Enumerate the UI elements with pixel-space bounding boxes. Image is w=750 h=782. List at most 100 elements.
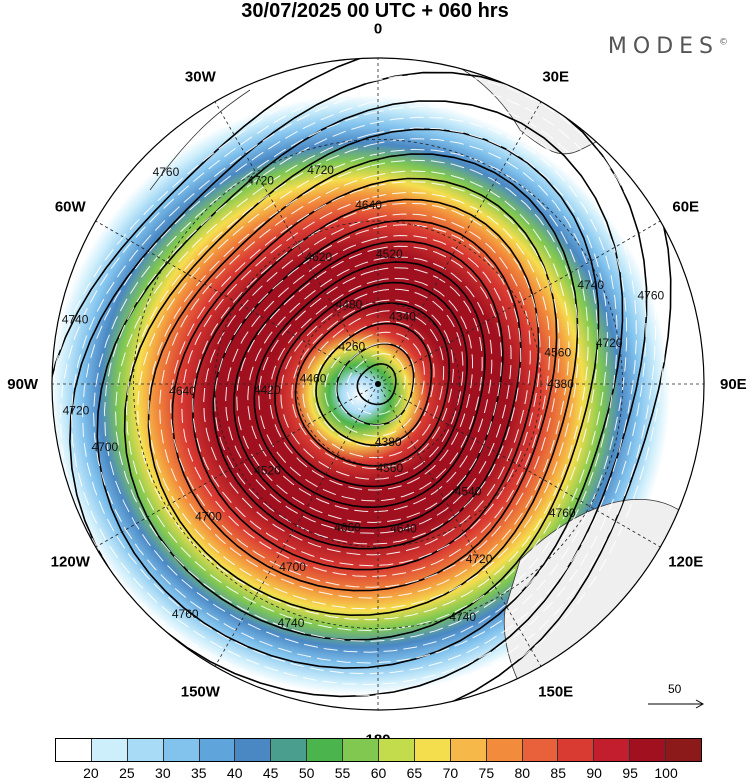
contour-label: 4620 — [305, 250, 332, 264]
streamline — [59, 73, 657, 696]
longitude-label: 120W — [51, 554, 91, 571]
brand-name: MODES — [607, 34, 719, 59]
contour-line — [147, 153, 579, 617]
map-boundary — [51, 57, 705, 711]
contour-label: 4720 — [63, 403, 90, 417]
contour-label: 4480 — [336, 297, 363, 311]
streamline — [192, 202, 541, 567]
contour-label: 4740 — [62, 313, 89, 327]
colorbar — [55, 738, 702, 762]
colorbar-tick-label: 25 — [119, 765, 135, 781]
colorbar-tick-label: 70 — [442, 765, 459, 781]
contour-label: 4640 — [355, 198, 382, 212]
colorbar-swatch — [163, 739, 200, 761]
colorbar-tick-label: 55 — [334, 765, 351, 781]
latitude-circle — [214, 220, 542, 548]
contour-label: 4460 — [300, 371, 327, 385]
colorbar-swatch — [594, 739, 631, 761]
streamline — [236, 245, 502, 524]
copyright-mark: © — [719, 37, 728, 48]
colorbar-tick-label: 75 — [478, 765, 495, 781]
contour-label: 4740 — [577, 278, 604, 292]
latitude-circle — [296, 302, 460, 466]
contour-label: 4260 — [338, 340, 365, 354]
colorbar-tick-label: 60 — [370, 765, 387, 781]
colorbar-swatch — [343, 739, 380, 761]
streamline — [70, 84, 647, 686]
wind-streamlines — [52, 62, 666, 707]
streamline — [92, 105, 628, 664]
latitude-circle — [133, 139, 623, 629]
longitude-label: 30W — [185, 68, 217, 85]
colorbar-tick-label: 40 — [226, 765, 243, 781]
contour-label: 4720 — [596, 336, 623, 350]
colorbar-swatch — [666, 739, 702, 761]
colorbar-swatch — [522, 739, 559, 761]
contour-label: 4720 — [466, 552, 493, 566]
streamline — [52, 62, 666, 707]
longitude-label: 90W — [7, 376, 39, 393]
colorbar-swatch — [235, 739, 272, 761]
colorbar-tick-label: 80 — [514, 765, 531, 781]
contour-label: 4520 — [254, 463, 281, 477]
colorbar-swatch — [56, 739, 92, 761]
streamline — [280, 288, 464, 480]
longitude-labels: 030E60E90E120E150E180150W120W90W60W30W — [7, 21, 746, 749]
streamline — [214, 224, 522, 545]
colorbar-swatch — [91, 739, 128, 761]
reference-vector: 50 — [646, 682, 706, 712]
contour-label: 4660 — [334, 520, 361, 534]
contour-label: 4560 — [544, 345, 571, 359]
colorbar-tick-label: 90 — [586, 765, 602, 781]
contour-label: 4420 — [254, 383, 281, 397]
contour-label: 4340 — [389, 310, 416, 324]
contour-label: 4640 — [169, 384, 196, 398]
colorbar-swatch — [414, 739, 451, 761]
contour-label: 4760 — [376, 709, 403, 723]
meridian-line — [214, 383, 379, 667]
contour-label: 4540 — [455, 484, 482, 498]
streamline — [125, 138, 599, 632]
meridian-line — [214, 101, 379, 385]
contour-label: 4560 — [376, 461, 403, 475]
colorbar-swatch — [450, 739, 487, 761]
contour-label: 4520 — [376, 247, 403, 261]
contour-label: 4760 — [153, 165, 180, 179]
contour-line — [192, 198, 540, 571]
longitude-label: 90E — [720, 376, 747, 393]
streamline — [159, 170, 570, 599]
colorbar-tick-label: 65 — [406, 765, 423, 781]
streamline — [81, 95, 637, 675]
colorbar-tick-label: 85 — [550, 765, 567, 781]
page-title: 30/07/2025 00 UTC + 060 hrs — [241, 0, 509, 22]
longitude-label: 120E — [668, 554, 703, 571]
contour-labels: 4760 4720 4720 4640 4620 4520 4480 4340 4260 4740… — [62, 163, 665, 723]
longitude-label: 150W — [181, 684, 221, 701]
contour-label: 4700 — [91, 440, 118, 454]
streamline — [170, 181, 560, 588]
streamline — [269, 277, 473, 491]
map-disc: 4760 4720 4720 4640 4620 4520 4480 4340 4260 4740… — [52, 58, 704, 723]
pole-marker — [375, 381, 381, 387]
contour-label: 4700 — [195, 509, 222, 523]
contour-line — [123, 128, 600, 641]
streamline — [203, 213, 531, 556]
contour-label: 4720 — [247, 174, 274, 188]
streamline — [324, 331, 425, 437]
streamline — [103, 116, 618, 653]
colorbar-swatch — [486, 739, 523, 761]
longitude-label: 150E — [538, 684, 573, 701]
colorbar-tick-label: 30 — [155, 765, 171, 781]
colorbar-swatch — [127, 739, 164, 761]
colorbar-ticks: 20 25 30 35 40 45 50 55 60 65 70 75 80 85 90 95 100 — [55, 765, 702, 781]
contour-label: 4760 — [637, 288, 664, 302]
colorbar-swatch — [307, 739, 344, 761]
contour-line — [315, 322, 433, 447]
streamline — [335, 342, 416, 426]
colorbar-tick-label: 35 — [190, 765, 207, 781]
streamline — [148, 159, 580, 610]
colorbar-swatch — [379, 739, 415, 761]
streamline — [114, 127, 608, 642]
streamline — [137, 148, 589, 621]
